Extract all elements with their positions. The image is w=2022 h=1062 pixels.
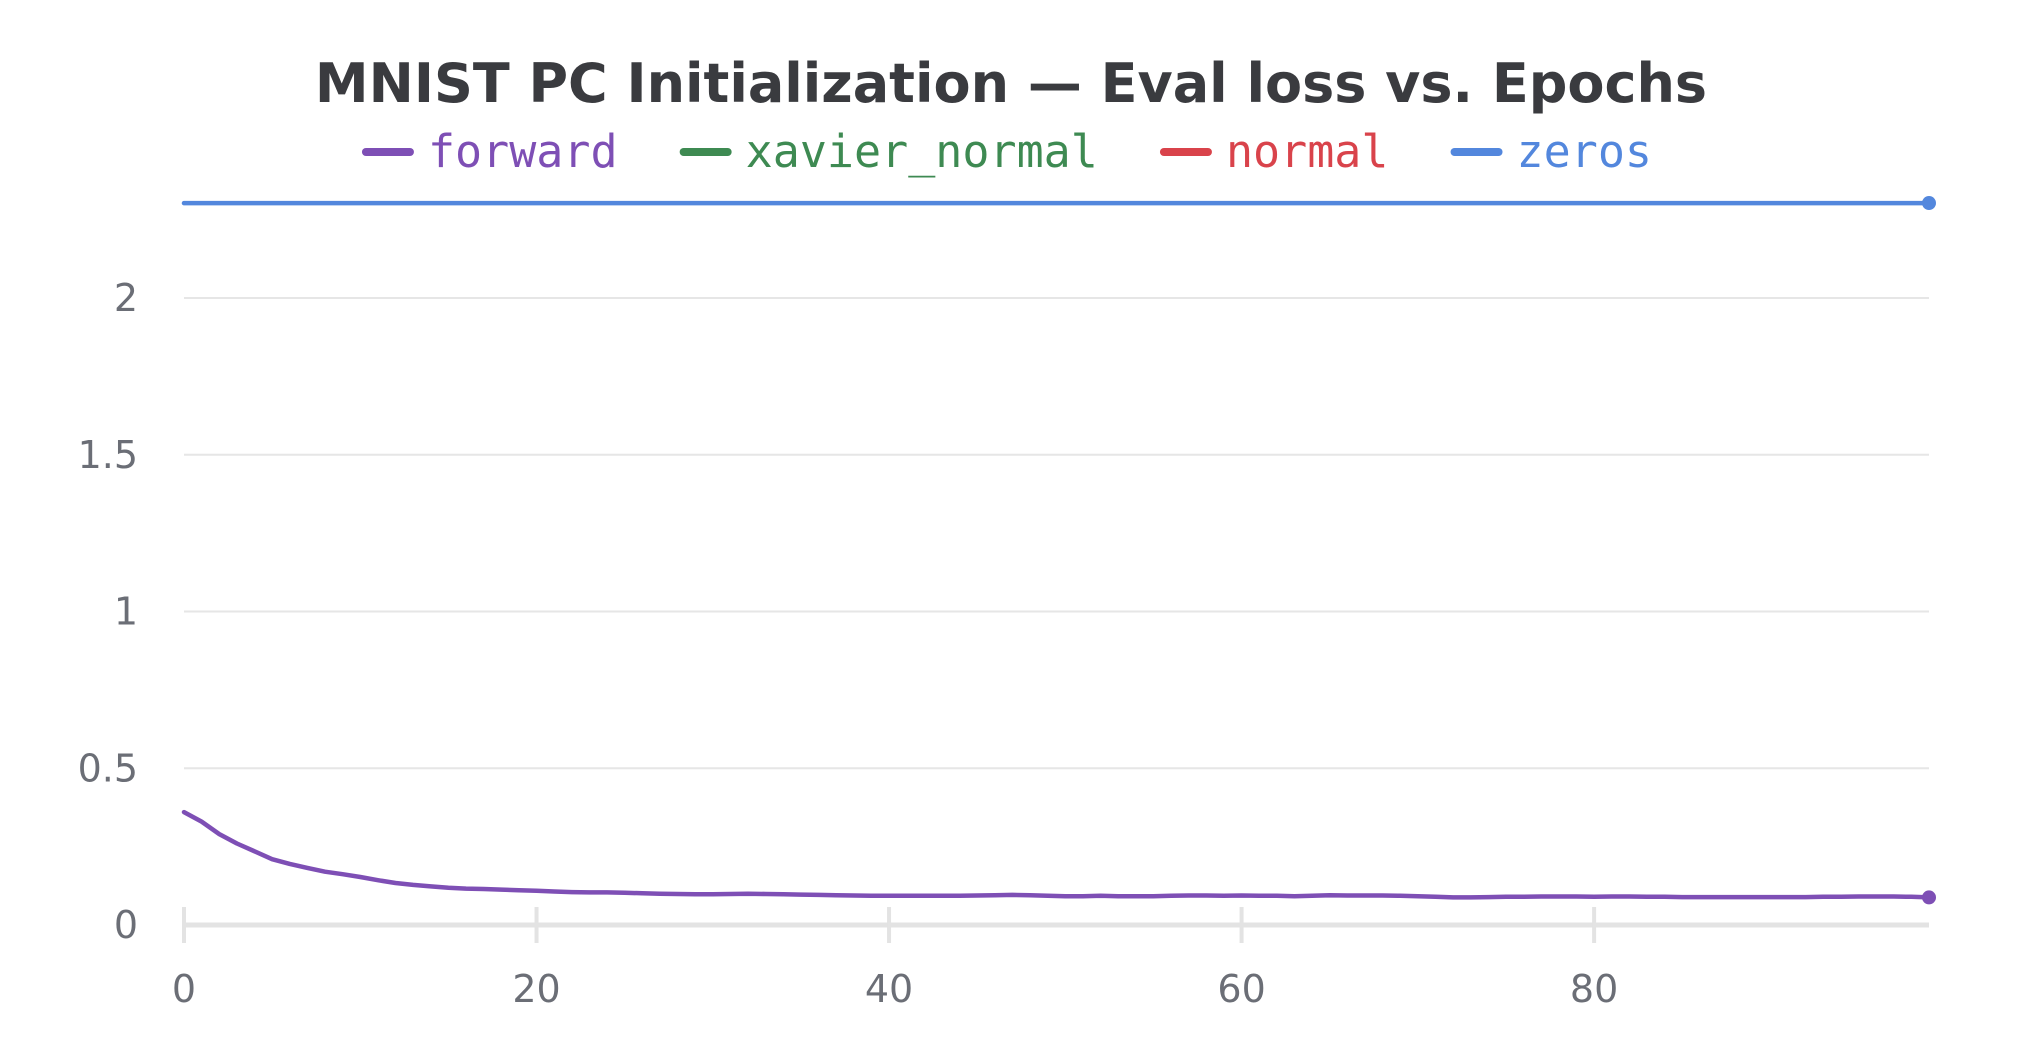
- x-tick-label: 0: [172, 967, 196, 1011]
- plot-area: [181, 196, 1936, 905]
- x-tick-label: 20: [512, 967, 560, 1011]
- series-line-forward: [181, 809, 1932, 900]
- legend-item-forward[interactable]: forward: [361, 125, 618, 178]
- y-tick-label: 1: [114, 590, 138, 634]
- legend-label: xavier_normal: [746, 125, 1098, 178]
- legend-item-zeros[interactable]: zeros: [1450, 125, 1652, 178]
- axes: 00.511.520 20 40 60 80: [78, 276, 1929, 1011]
- y-tick-label: 1.5: [78, 433, 138, 477]
- legend-label: zeros: [1517, 125, 1652, 178]
- legend: forward xavier_normal normal zeros: [361, 125, 1652, 178]
- x-tick-label: 80: [1570, 967, 1618, 1011]
- x-tick-label: 60: [1217, 967, 1265, 1011]
- legend-label: normal: [1226, 125, 1389, 178]
- y-tick-label: 0.5: [78, 746, 138, 790]
- series-end-point-forward: [1922, 890, 1936, 905]
- chart-title: MNIST PC Initialization — Eval loss vs. …: [315, 52, 1707, 115]
- y-tick-label: 2: [114, 276, 138, 320]
- legend-item-normal[interactable]: normal: [1159, 125, 1389, 178]
- legend-label: forward: [428, 125, 618, 178]
- legend-item-xavier-normal[interactable]: xavier_normal: [679, 125, 1098, 178]
- series-end-point-zeros: [1922, 196, 1936, 211]
- y-tick-label: 0: [114, 903, 138, 947]
- gridlines: [184, 297, 1929, 770]
- x-tick-label: 40: [865, 967, 913, 1011]
